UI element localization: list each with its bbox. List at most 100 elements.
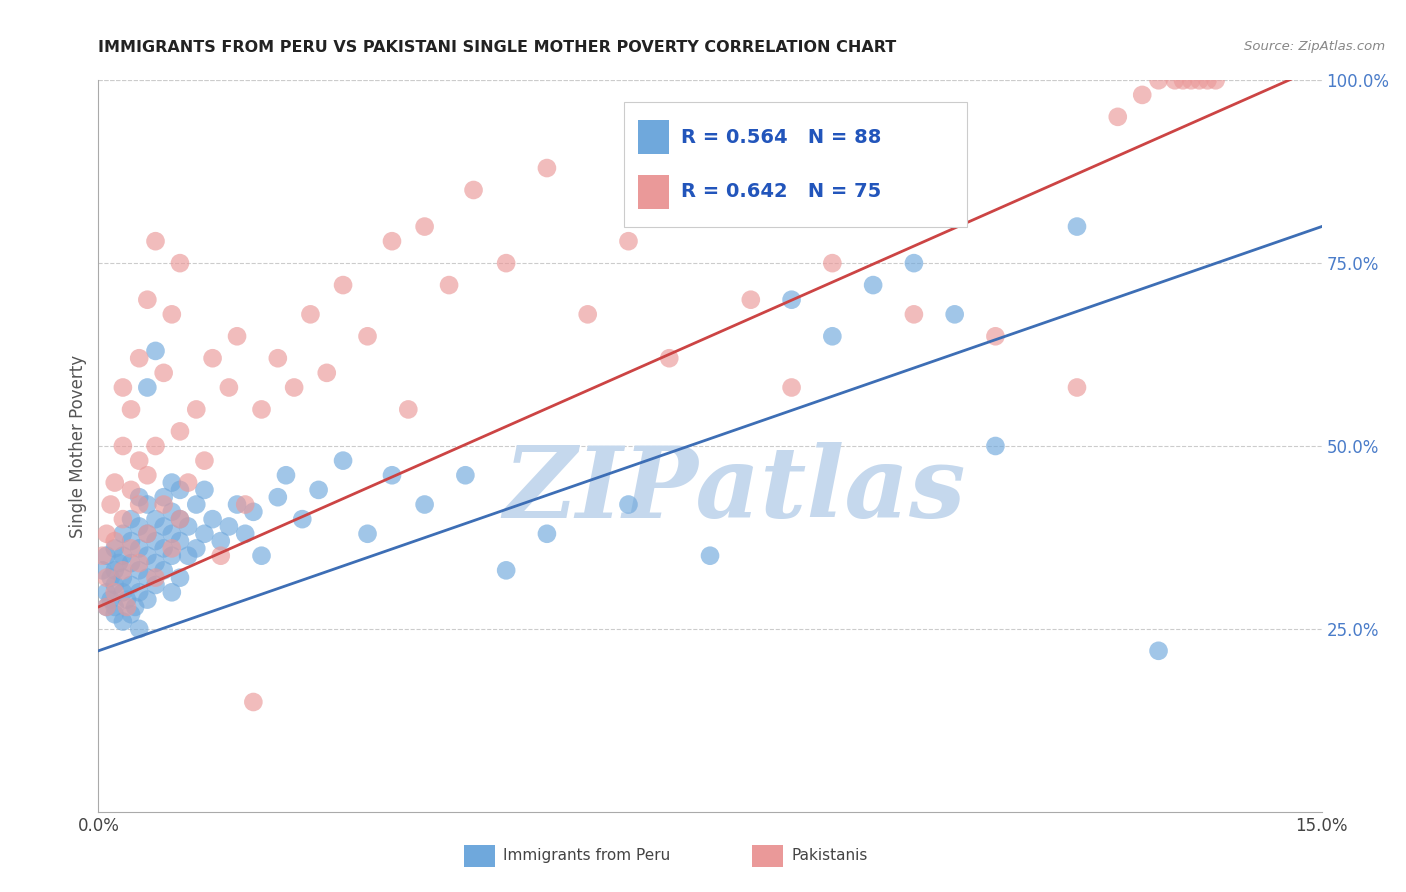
Point bbox=[111, 571, 134, 585]
Point bbox=[111, 439, 134, 453]
Point bbox=[120, 534, 142, 549]
Point bbox=[1130, 87, 1153, 102]
Point bbox=[104, 607, 127, 622]
Point bbox=[186, 402, 208, 417]
Point bbox=[1107, 110, 1129, 124]
Point bbox=[169, 571, 191, 585]
Point bbox=[136, 526, 159, 541]
Point bbox=[111, 563, 134, 577]
Point bbox=[242, 695, 264, 709]
Point bbox=[104, 578, 127, 592]
Point bbox=[1066, 219, 1088, 234]
Point bbox=[226, 329, 249, 343]
Point bbox=[193, 526, 215, 541]
Point bbox=[381, 234, 404, 248]
Point bbox=[250, 402, 273, 417]
Point bbox=[160, 526, 183, 541]
Point bbox=[186, 541, 208, 556]
Point bbox=[136, 592, 159, 607]
Point bbox=[1205, 73, 1227, 87]
Point bbox=[821, 256, 844, 270]
Point bbox=[1171, 73, 1194, 87]
Point bbox=[177, 549, 200, 563]
Point bbox=[120, 607, 142, 622]
Point bbox=[145, 578, 167, 592]
Point bbox=[100, 571, 122, 585]
Point bbox=[120, 512, 142, 526]
Point bbox=[332, 453, 354, 467]
Point bbox=[96, 526, 118, 541]
Point bbox=[160, 541, 183, 556]
Point bbox=[903, 256, 925, 270]
Point bbox=[201, 512, 224, 526]
Point bbox=[136, 498, 159, 512]
Text: Pakistanis: Pakistanis bbox=[792, 848, 868, 863]
Point bbox=[128, 519, 150, 533]
Point bbox=[658, 351, 681, 366]
Point bbox=[283, 380, 305, 394]
Text: R = 0.564   N = 88: R = 0.564 N = 88 bbox=[681, 128, 882, 146]
Point bbox=[233, 498, 256, 512]
Point bbox=[169, 512, 191, 526]
Point bbox=[145, 439, 167, 453]
Point bbox=[160, 307, 183, 321]
Point bbox=[984, 329, 1007, 343]
Point bbox=[111, 585, 134, 599]
Point bbox=[160, 549, 183, 563]
Point bbox=[413, 498, 436, 512]
Point bbox=[108, 556, 131, 570]
Point bbox=[152, 541, 174, 556]
Point bbox=[177, 475, 200, 490]
Point bbox=[495, 256, 517, 270]
Point bbox=[576, 307, 599, 321]
Point bbox=[111, 380, 134, 394]
Point bbox=[299, 307, 322, 321]
Point bbox=[115, 592, 138, 607]
Point bbox=[226, 498, 249, 512]
Point bbox=[1066, 380, 1088, 394]
Point bbox=[145, 343, 167, 358]
Point bbox=[242, 505, 264, 519]
Point bbox=[332, 278, 354, 293]
Point bbox=[903, 307, 925, 321]
Point bbox=[193, 483, 215, 497]
Point bbox=[396, 402, 419, 417]
Point bbox=[454, 468, 477, 483]
Point bbox=[169, 425, 191, 439]
Point bbox=[145, 571, 167, 585]
Point bbox=[128, 490, 150, 504]
Point bbox=[169, 256, 191, 270]
Point bbox=[120, 483, 142, 497]
Point bbox=[169, 512, 191, 526]
Point bbox=[115, 599, 138, 614]
Point bbox=[617, 498, 640, 512]
Point bbox=[1197, 73, 1219, 87]
Point bbox=[315, 366, 337, 380]
Point bbox=[1188, 73, 1211, 87]
Point bbox=[356, 329, 378, 343]
Point bbox=[495, 563, 517, 577]
Point bbox=[699, 205, 721, 219]
Point bbox=[617, 234, 640, 248]
Point bbox=[160, 505, 183, 519]
Point bbox=[111, 549, 134, 563]
Point bbox=[136, 549, 159, 563]
Y-axis label: Single Mother Poverty: Single Mother Poverty bbox=[69, 354, 87, 538]
Point bbox=[152, 490, 174, 504]
Point bbox=[152, 563, 174, 577]
Point bbox=[128, 563, 150, 577]
Point bbox=[160, 585, 183, 599]
Point bbox=[104, 534, 127, 549]
Point bbox=[308, 483, 330, 497]
Point bbox=[128, 498, 150, 512]
Point bbox=[152, 498, 174, 512]
Point bbox=[136, 293, 159, 307]
Point bbox=[233, 526, 256, 541]
Point bbox=[124, 599, 146, 614]
Point bbox=[152, 519, 174, 533]
Point bbox=[104, 475, 127, 490]
Point bbox=[218, 519, 240, 533]
Point bbox=[128, 622, 150, 636]
Point bbox=[177, 519, 200, 533]
Point bbox=[120, 402, 142, 417]
